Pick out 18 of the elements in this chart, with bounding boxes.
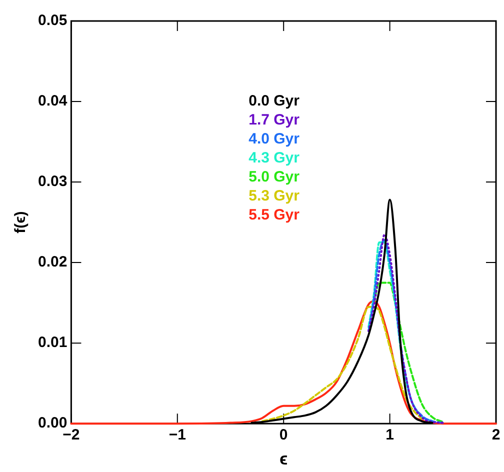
y-tick-label: 0.04 <box>38 92 68 110</box>
x-tick-label: −1 <box>168 426 186 444</box>
y-axis-title: f(ϵ) <box>12 211 30 234</box>
text: 4.0 Gyr <box>248 130 300 148</box>
x-axis-title: ϵ <box>280 449 288 468</box>
y-tick-label: 0.03 <box>38 173 68 190</box>
x-tick-label: 1 <box>386 426 394 444</box>
text: 1.7 Gyr <box>248 112 300 129</box>
text: 5.3 Gyr <box>248 188 300 205</box>
text: 5.5 Gyr <box>248 206 300 224</box>
text: 0.0 Gyr <box>248 92 300 110</box>
y-tick-label: 0.05 <box>38 12 68 30</box>
x-tick-label: 2 <box>492 426 500 444</box>
text: 5.0 Gyr <box>248 168 300 186</box>
y-tick-label: 0.01 <box>38 334 68 352</box>
y-tick-label: 0.02 <box>38 254 68 271</box>
text: 4.3 Gyr <box>248 150 300 167</box>
x-tick-label: 0 <box>279 426 288 444</box>
